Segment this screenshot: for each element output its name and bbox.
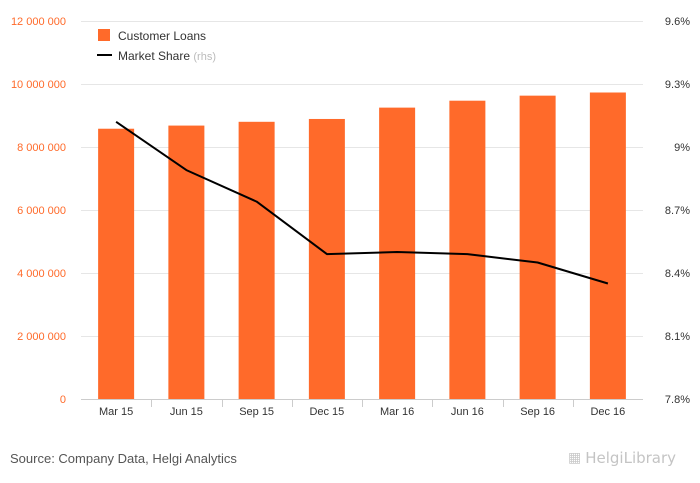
right-tick-label: 7.8% (665, 394, 690, 406)
legend: Customer Loans Market Share (rhs) (97, 29, 216, 63)
legend-label-customer-loans: Customer Loans (118, 29, 206, 43)
left-tick-label: 8 000 000 (17, 142, 66, 154)
x-axis: Mar 15 Jun 15 Sep 15 Dec 15 Mar 16 Jun 16 Sep … (81, 399, 643, 418)
right-tick-label: 8.4% (665, 268, 690, 280)
left-tick-label: 0 (60, 394, 66, 406)
x-tick-label: Mar 16 (380, 406, 414, 418)
x-tick-label: Sep 15 (239, 406, 274, 418)
line-series-market-share (115, 120, 609, 285)
market-share-line (115, 120, 609, 285)
x-tick-label: Dec 16 (590, 406, 625, 418)
right-tick-label: 9% (674, 142, 690, 154)
bar-jun-15 (168, 125, 205, 399)
right-tick-label: 8.1% (665, 331, 690, 343)
x-tick-label: Jun 16 (451, 406, 484, 418)
logo-text: HelgiLibrary (585, 449, 677, 467)
x-tick-label: Sep 16 (520, 406, 555, 418)
bar-sep-15 (238, 121, 275, 400)
x-tick-label: Jun 15 (170, 406, 203, 418)
legend-label-market-share: Market Share (rhs) (118, 49, 216, 63)
source-note: Source: Company Data, Helgi Analytics (10, 451, 237, 466)
left-tick-label: 4 000 000 (17, 268, 66, 280)
x-tick-label: Mar 15 (99, 406, 133, 418)
right-axis-tick-labels: 7.8% 8.1% 8.4% 8.7% 9% 9.3% 9.6% (665, 16, 690, 406)
library-icon: ▦ (568, 450, 582, 466)
bar-mar-15 (98, 128, 135, 400)
bar-dec-16 (589, 92, 626, 399)
gridlines (81, 21, 643, 337)
left-axis-tick-labels: 0 2 000 000 4 000 000 6 000 000 8 000 000 10 … (11, 16, 66, 406)
left-tick-label: 6 000 000 (17, 205, 66, 217)
left-tick-label: 10 000 000 (11, 79, 66, 91)
helgi-library-logo[interactable]: ▦ HelgiLibrary (568, 449, 676, 467)
bar-dec-15 (308, 118, 345, 399)
x-tick-label: Dec 15 (309, 406, 344, 418)
left-tick-label: 2 000 000 (17, 331, 66, 343)
bar-jun-16 (449, 100, 486, 399)
combo-chart: 0 2 000 000 4 000 000 6 000 000 8 000 000 10 … (11, 16, 690, 418)
right-tick-label: 8.7% (665, 205, 690, 217)
legend-swatch-customer-loans (98, 29, 110, 41)
right-tick-label: 9.6% (665, 16, 690, 28)
left-tick-label: 12 000 000 (11, 16, 66, 28)
legend-rhs-note: (rhs) (193, 51, 216, 63)
right-tick-label: 9.3% (665, 79, 690, 91)
bar-sep-16 (519, 95, 556, 399)
bar-series-customer-loans (98, 92, 626, 400)
